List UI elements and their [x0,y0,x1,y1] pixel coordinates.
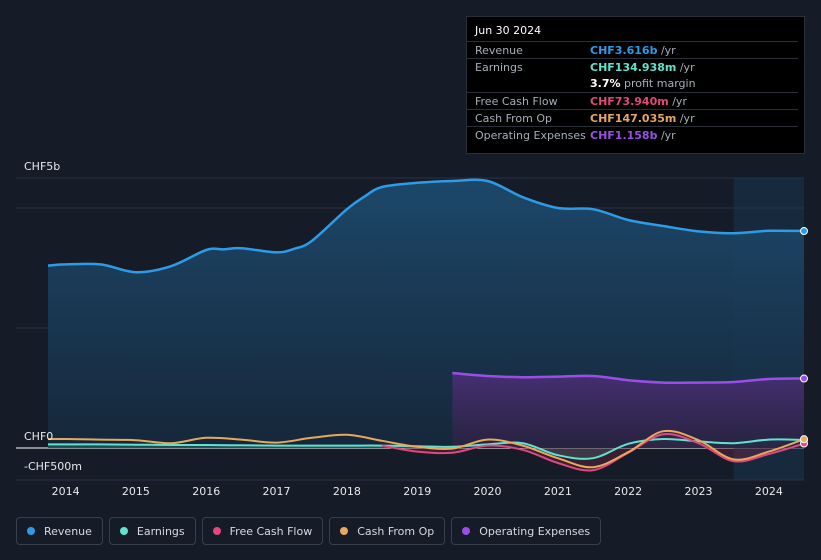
tooltip-row-cash-from-op: Cash From Op CHF147.035m /yr [467,109,798,127]
tooltip-value: CHF1.158b /yr [590,129,676,142]
cash-from-op-line [47,429,805,469]
legend-dot-icon [462,527,471,535]
x-tick-label: 2016 [192,485,220,498]
x-axis-ticks: 2014 2015 2016 2017 2018 2019 2020 2021 2022 2023… [52,485,783,498]
tooltip-value-text: CHF73.940m [590,95,669,108]
tooltip-unit: /yr [676,61,695,74]
x-tick-label: 2022 [614,485,642,498]
x-tick-label: 2017 [263,485,291,498]
y-tick-zero: CHF0 [24,430,53,443]
tooltip-unit: /yr [657,44,676,57]
legend-item-revenue[interactable]: Revenue [16,517,103,545]
legend-dot-icon [340,527,349,535]
free-cash-flow-area [382,433,804,471]
operating-expenses-line [452,371,805,385]
tooltip-unit: /yr [668,95,687,108]
y-tick-top: CHF5b [24,160,60,173]
tooltip-label: Cash From Op [475,112,553,125]
tooltip-row-operating-expenses: Operating Expenses CHF1.158b /yr [467,126,798,144]
x-tick-label: 2020 [474,485,502,498]
tooltip-value-text: 3.7% [590,77,621,90]
tooltip-value: CHF134.938m /yr [590,61,695,74]
tooltip-value-text: CHF147.035m [590,112,677,125]
operating-expenses-area [452,373,804,448]
legend-item-earnings[interactable]: Earnings [108,517,196,545]
x-tick-label: 2021 [544,485,572,498]
area-layer [48,179,804,471]
tooltip-label: Earnings [475,61,523,74]
tooltip-unit: profit margin [620,77,696,90]
legend-label: Revenue [44,524,92,538]
x-tick-label: 2018 [333,485,361,498]
legend: Revenue Earnings Free Cash Flow Cash Fro… [16,517,602,547]
legend-label: Earnings [136,524,185,538]
legend-item-operating-expenses[interactable]: Operating Expenses [451,517,602,545]
tooltip-row-margin: 3.7% profit margin [467,75,798,92]
tooltip-label: Operating Expenses [475,129,586,142]
operating-expenses-end-marker [800,374,808,383]
tooltip-row-revenue: Revenue CHF3.616b /yr [467,41,798,59]
tooltip-row-earnings: Earnings CHF134.938m /yr [467,58,798,76]
free-cash-flow-line [381,432,805,472]
legend-dot-icon [212,527,221,535]
legend-dot-icon [119,527,128,535]
tooltip-unit: /yr [657,129,676,142]
legend-label: Free Cash Flow [229,524,313,538]
line-layer [47,178,805,472]
cash-from-op-end-marker [800,435,808,444]
tooltip-value: CHF3.616b /yr [590,44,676,57]
tooltip-unit: /yr [676,112,695,125]
tooltip-value-text: CHF134.938m [590,61,677,74]
x-tick-label: 2023 [685,485,713,498]
marker-layer [800,227,808,448]
tooltip: Jun 30 2024 Revenue CHF3.616b /yr Earnin… [466,16,805,154]
tooltip-date: Jun 30 2024 [475,24,542,37]
tooltip-value: CHF73.940m /yr [590,95,687,108]
x-tick-label: 2024 [755,485,783,498]
y-tick-bottom: -CHF500m [24,460,82,473]
legend-label: Cash From Op [357,524,435,538]
legend-dot-icon [27,527,35,535]
x-tick-label: 2014 [52,485,80,498]
revenue-line [47,178,805,274]
tooltip-value: 3.7% profit margin [590,77,696,90]
tooltip-value-text: CHF1.158b [590,129,658,142]
x-tick-label: 2019 [403,485,431,498]
tooltip-label: Revenue [475,44,523,57]
legend-label: Operating Expenses [479,524,591,538]
tooltip-label: Free Cash Flow [475,95,558,108]
tooltip-value: CHF147.035m /yr [590,112,695,125]
tooltip-value-text: CHF3.616b [590,44,658,57]
x-tick-label: 2015 [122,485,150,498]
revenue-end-marker [800,227,808,236]
tooltip-row-free-cash-flow: Free Cash Flow CHF73.940m /yr [467,92,798,110]
legend-item-cash-from-op[interactable]: Cash From Op [329,517,446,545]
legend-item-free-cash-flow[interactable]: Free Cash Flow [201,517,324,545]
